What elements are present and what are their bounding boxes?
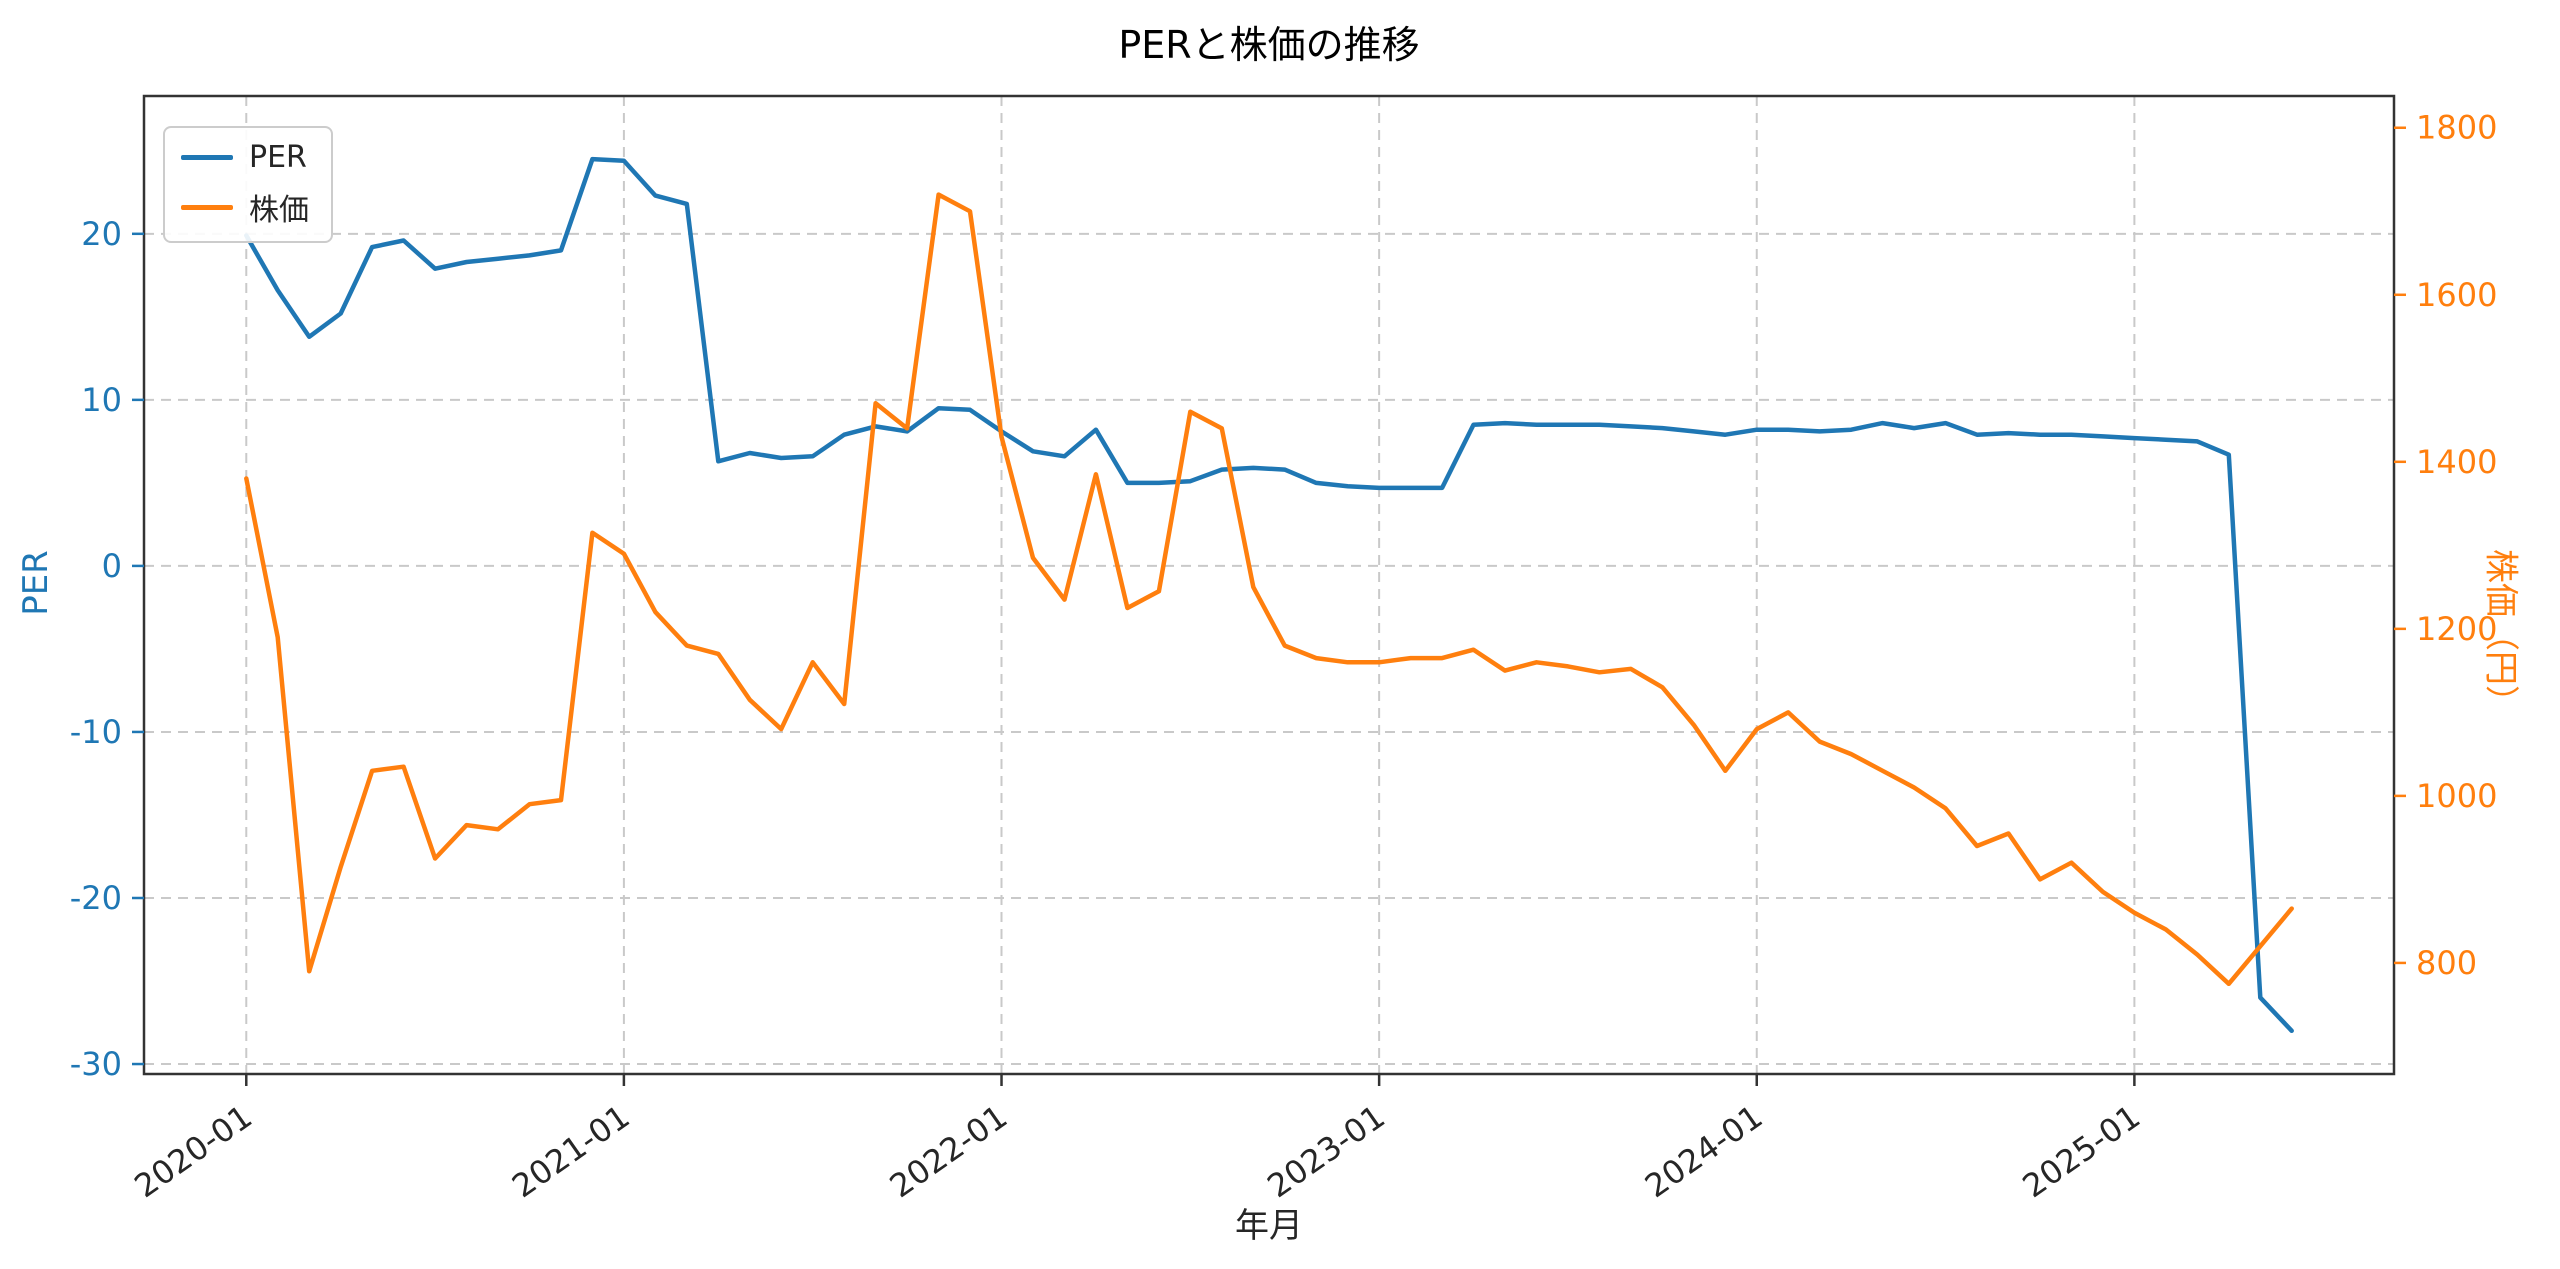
y-left-tick-label: -20: [70, 879, 122, 917]
y-left-tick-label: 20: [81, 215, 122, 253]
x-tick-label: 2024-01: [1638, 1097, 1769, 1205]
gridlines: [144, 96, 2394, 1074]
y-left-tick-label: 10: [81, 381, 122, 419]
y-right-tick-label: 800: [2416, 944, 2477, 982]
y-left-tick-label: -10: [70, 713, 122, 751]
axes: -30 -20 -10 0 10 20 800 1000 1200 1400 1600 1800 202…: [70, 94, 2497, 1205]
x-tick-label: 2023-01: [1260, 1097, 1391, 1205]
legend-label-per: PER: [249, 140, 307, 175]
y-axis-label-right: 株価（円）: [2480, 549, 2521, 719]
legend-item-per: PER: [181, 140, 309, 175]
y-right-tick-label: 1200: [2416, 610, 2497, 648]
data-series: [244, 156, 2294, 1034]
y-left-tick-label: 0: [102, 547, 122, 585]
series-line-stock-price: [244, 192, 2294, 987]
x-tick-label: 2022-01: [883, 1097, 1014, 1205]
legend-line-swatch-stock-price: [181, 204, 233, 210]
x-axis-label: 年月: [1235, 1206, 1303, 1246]
chart-title: PERと株価の推移: [1118, 23, 1420, 67]
x-tick-label: 2025-01: [2016, 1097, 2147, 1205]
y-left-tick-label: -30: [70, 1045, 122, 1083]
legend-label-stock-price: 株価: [249, 193, 309, 228]
y-right-tick-label: 1000: [2416, 777, 2497, 815]
legend-line-swatch-per: [181, 155, 233, 160]
x-tick-label: 2020-01: [128, 1097, 259, 1205]
x-tick-label: 2021-01: [505, 1097, 636, 1205]
y-axis-label-left: PER: [16, 550, 56, 616]
legend: PER 株価: [163, 126, 333, 243]
legend-item-stock-price: 株価: [181, 185, 309, 229]
plot-frame: [142, 94, 2396, 1076]
y-right-tick-label: 1400: [2416, 443, 2497, 481]
y-right-tick-label: 1600: [2416, 276, 2497, 314]
y-right-tick-label: 1800: [2416, 109, 2497, 147]
series-line-per: [244, 156, 2294, 1034]
